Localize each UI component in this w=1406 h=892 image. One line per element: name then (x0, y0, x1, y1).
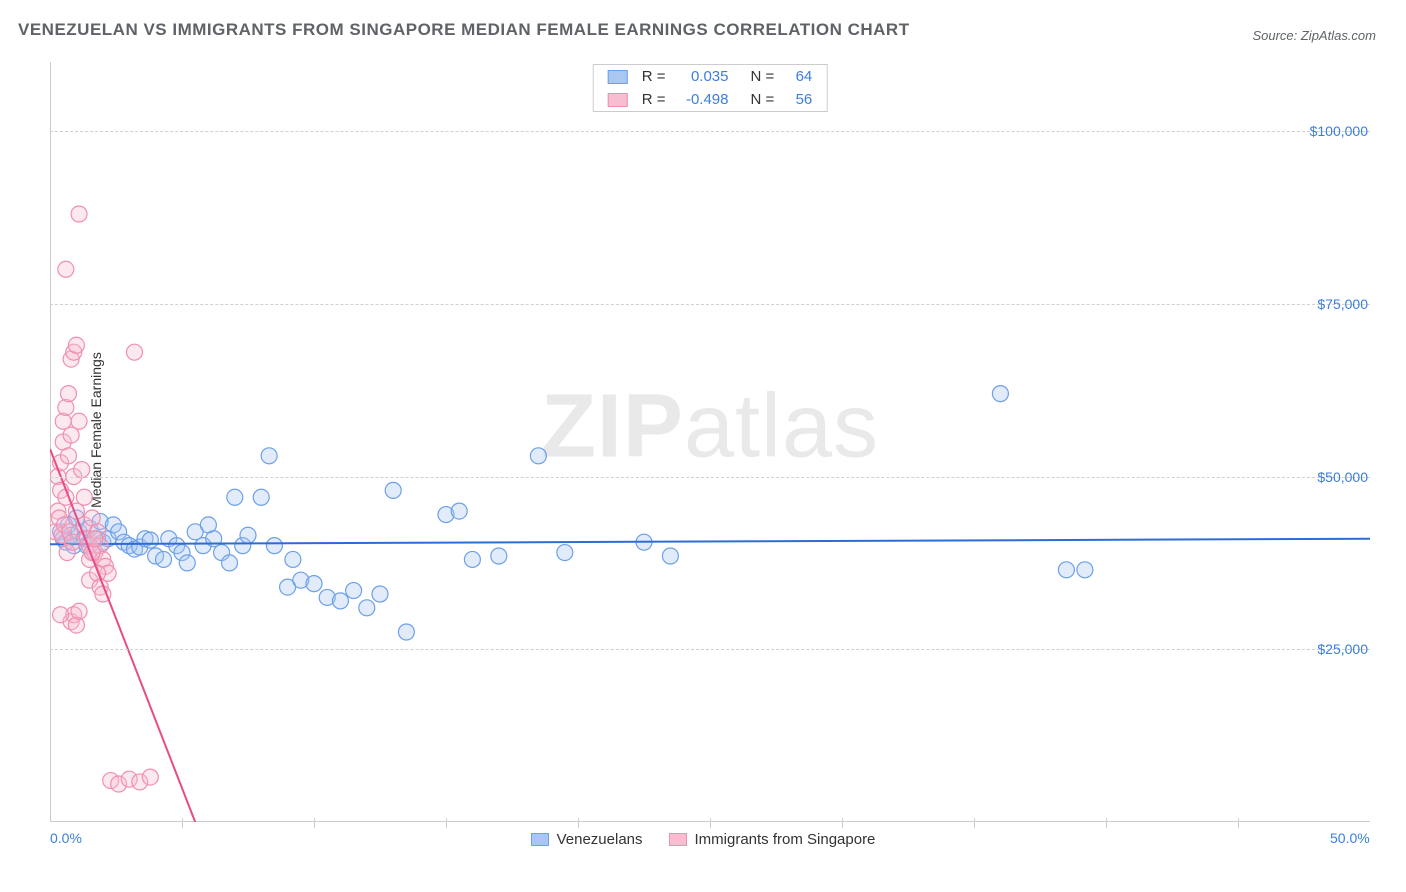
n-value-0: 64 (782, 68, 812, 85)
data-point (992, 386, 1008, 402)
x-tick-mark (446, 818, 447, 828)
series-legend: Venezuelans Immigrants from Singapore (0, 831, 1406, 848)
y-tick-label: $25,000 (1317, 641, 1368, 657)
n-value-1: 56 (782, 91, 812, 108)
data-point (451, 503, 467, 519)
data-point (240, 527, 256, 543)
data-point (557, 545, 573, 561)
source-attribution: Source: ZipAtlas.com (1252, 28, 1376, 43)
data-point (227, 489, 243, 505)
r-label: R = (642, 91, 666, 108)
data-point (222, 555, 238, 571)
data-point (74, 462, 90, 478)
data-point (285, 551, 301, 567)
x-tick-label: 0.0% (50, 830, 82, 846)
data-point (332, 593, 348, 609)
data-point (76, 489, 92, 505)
data-point (71, 603, 87, 619)
data-point (398, 624, 414, 640)
data-point (126, 344, 142, 360)
gridline-h (50, 304, 1370, 305)
legend-label-0: Venezuelans (557, 831, 643, 848)
scatter-svg (50, 62, 1370, 822)
x-tick-mark (182, 818, 183, 828)
swatch-series-1 (608, 93, 628, 107)
data-point (68, 617, 84, 633)
x-tick-mark (1238, 818, 1239, 828)
data-point (346, 583, 362, 599)
data-point (306, 576, 322, 592)
gridline-h (50, 477, 1370, 478)
data-point (60, 386, 76, 402)
data-point (491, 548, 507, 564)
legend-swatch-1 (669, 833, 687, 846)
n-label: N = (751, 91, 775, 108)
trend-line (50, 449, 195, 822)
y-tick-label: $100,000 (1310, 123, 1368, 139)
plot-area: ZIPatlas R = 0.035 N = 64 R = -0.498 N =… (50, 62, 1370, 822)
legend-item-1: Immigrants from Singapore (669, 831, 876, 848)
data-point (68, 337, 84, 353)
r-value-0: 0.035 (674, 68, 729, 85)
r-value-1: -0.498 (674, 91, 729, 108)
data-point (71, 206, 87, 222)
x-tick-mark (1106, 818, 1107, 828)
legend-item-0: Venezuelans (531, 831, 643, 848)
x-tick-label: 50.0% (1330, 830, 1370, 846)
swatch-series-0 (608, 70, 628, 84)
stats-row-series-1: R = -0.498 N = 56 (594, 88, 827, 111)
r-label: R = (642, 68, 666, 85)
data-point (530, 448, 546, 464)
data-point (142, 532, 158, 548)
data-point (464, 551, 480, 567)
x-tick-mark (842, 818, 843, 828)
n-label: N = (751, 68, 775, 85)
x-tick-mark (974, 818, 975, 828)
data-point (253, 489, 269, 505)
data-point (1077, 562, 1093, 578)
stats-row-series-0: R = 0.035 N = 64 (594, 65, 827, 88)
data-point (261, 448, 277, 464)
legend-label-1: Immigrants from Singapore (695, 831, 876, 848)
data-point (662, 548, 678, 564)
data-point (64, 534, 80, 550)
data-point (179, 555, 195, 571)
x-tick-mark (710, 818, 711, 828)
source-prefix: Source: (1252, 28, 1300, 43)
data-point (87, 531, 103, 547)
gridline-h (50, 649, 1370, 650)
gridline-h (50, 131, 1370, 132)
data-point (71, 413, 87, 429)
x-tick-mark (578, 818, 579, 828)
data-point (372, 586, 388, 602)
data-point (58, 399, 74, 415)
data-point (53, 607, 69, 623)
y-tick-label: $75,000 (1317, 296, 1368, 312)
data-point (60, 448, 76, 464)
data-point (385, 482, 401, 498)
data-point (142, 769, 158, 785)
data-point (58, 261, 74, 277)
x-tick-mark (314, 818, 315, 828)
correlation-stats-box: R = 0.035 N = 64 R = -0.498 N = 56 (593, 64, 828, 112)
data-point (266, 538, 282, 554)
data-point (359, 600, 375, 616)
chart-title: VENEZUELAN VS IMMIGRANTS FROM SINGAPORE … (18, 20, 910, 40)
legend-swatch-0 (531, 833, 549, 846)
data-point (156, 551, 172, 567)
chart-container: VENEZUELAN VS IMMIGRANTS FROM SINGAPORE … (0, 0, 1406, 892)
data-point (1058, 562, 1074, 578)
source-name: ZipAtlas.com (1301, 28, 1376, 43)
y-tick-label: $50,000 (1317, 469, 1368, 485)
